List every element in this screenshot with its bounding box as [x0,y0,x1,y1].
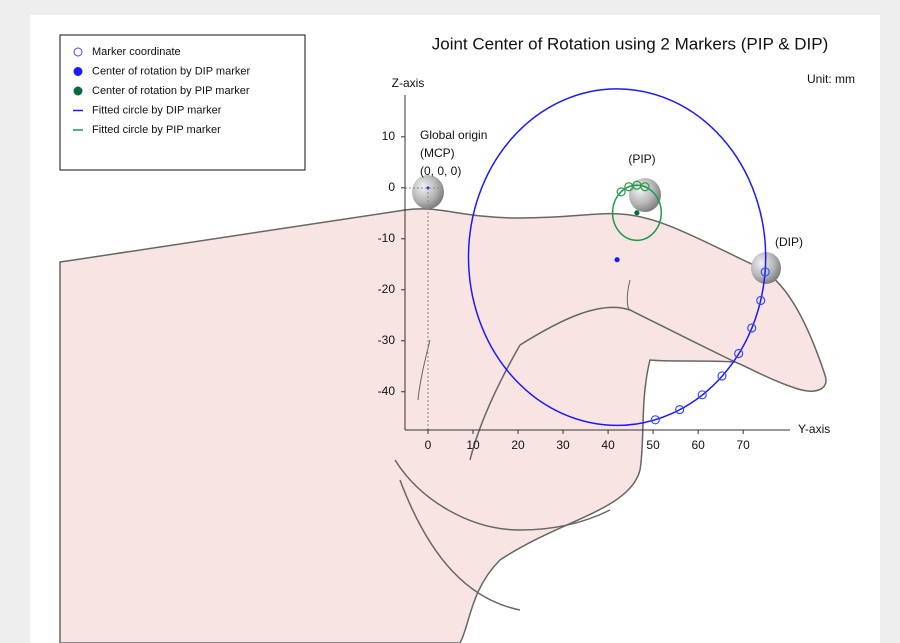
rotation-center [635,211,639,215]
legend-label: Fitted circle by PIP marker [92,124,221,136]
rotation-center [615,258,619,262]
annotation: (MCP) [420,146,455,160]
legend-label: Marker coordinate [92,46,181,58]
annotation: (0, 0, 0) [420,164,461,178]
legend-label: Center of rotation by DIP marker [92,65,250,77]
y-tick-label: 10 [382,129,396,143]
y-axis-label: Z-axis [392,76,425,90]
legend-symbol [74,87,82,95]
x-tick-label: 50 [646,438,660,452]
annotation: Global origin [420,128,487,142]
legend-label: Center of rotation by PIP marker [92,85,250,97]
x-tick-label: 60 [691,438,705,452]
x-tick-label: 30 [556,438,570,452]
y-tick-label: -10 [378,231,396,245]
x-tick-label: 70 [736,438,750,452]
chart-title: Joint Center of Rotation using 2 Markers… [432,34,829,53]
y-tick-label: -40 [378,384,396,398]
x-tick-label: 10 [466,438,480,452]
y-tick-label: 0 [388,180,395,194]
legend-label: Fitted circle by DIP marker [92,104,222,116]
y-tick-label: -30 [378,333,396,347]
y-tick-label: -20 [378,282,396,296]
x-tick-label: 20 [511,438,525,452]
unit-label: Unit: mm [807,72,855,86]
page: Joint Center of Rotation using 2 Markers… [0,0,900,643]
annotation: (DIP) [775,235,803,249]
x-tick-label: 0 [425,438,432,452]
x-axis-label: Y-axis [798,422,830,436]
annotation: (PIP) [628,152,655,166]
legend-symbol [74,68,82,76]
x-tick-label: 40 [601,438,615,452]
chart: Joint Center of Rotation using 2 Markers… [0,0,900,643]
